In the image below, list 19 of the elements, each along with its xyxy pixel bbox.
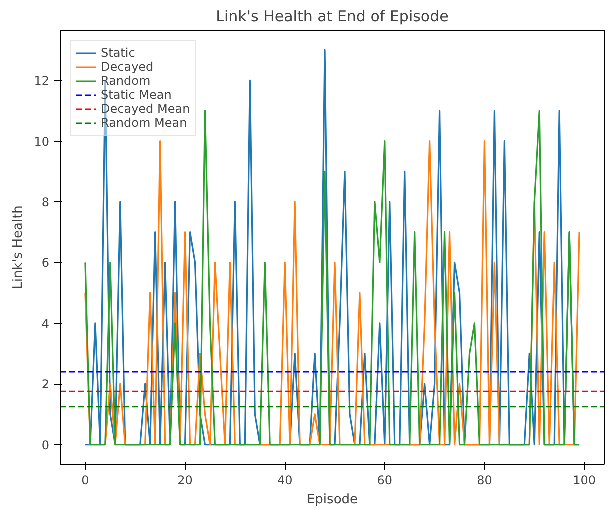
x-tick-label: 40 xyxy=(277,474,293,488)
legend-label: Static xyxy=(101,46,136,60)
x-axis-title: Episode xyxy=(306,492,358,508)
chart-title: Link's Health at End of Episode xyxy=(216,8,449,26)
y-tick-label: 10 xyxy=(34,134,50,149)
y-tick-label: 8 xyxy=(42,195,50,210)
y-tick-label: 12 xyxy=(34,74,50,88)
y-tick-label: 4 xyxy=(42,316,50,331)
x-tick-label: 60 xyxy=(377,474,393,488)
legend-label: Decayed xyxy=(101,60,154,74)
y-tick-label: 0 xyxy=(42,438,50,452)
x-tick-label: 0 xyxy=(82,474,90,488)
y-tick-label: 6 xyxy=(42,256,50,270)
x-tick-label: 20 xyxy=(178,474,193,488)
y-axis-title: Link's Health xyxy=(11,206,26,290)
y-tick-label: 2 xyxy=(42,378,50,392)
x-tick-label: 80 xyxy=(477,474,492,488)
x-tick-label: 100 xyxy=(573,474,596,488)
legend-label: Random xyxy=(101,74,151,88)
